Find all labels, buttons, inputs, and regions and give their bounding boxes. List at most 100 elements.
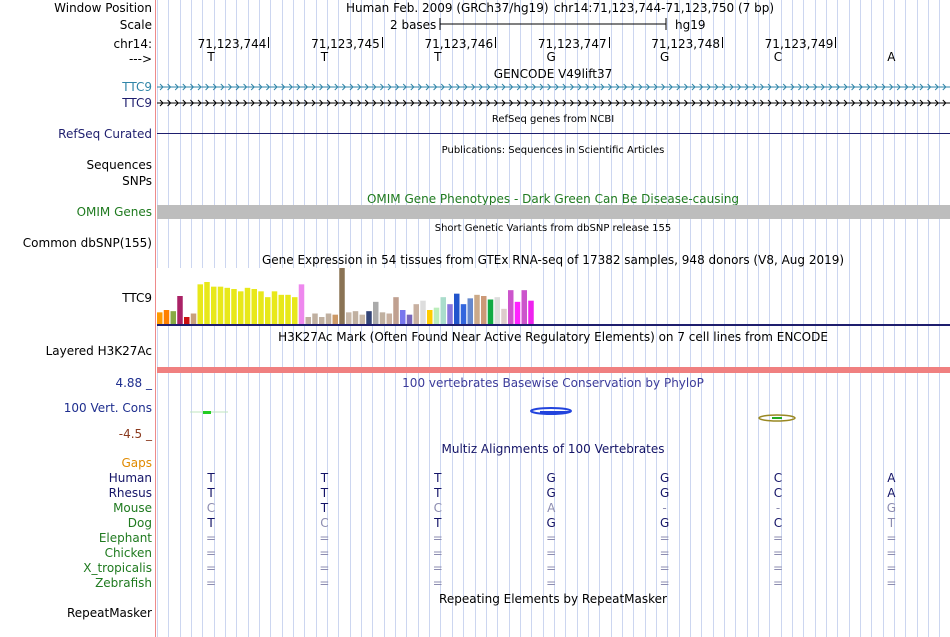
gtex-tissue-bar[interactable] (400, 310, 406, 324)
grid-line (543, 0, 544, 637)
gtex-tissue-bar[interactable] (514, 301, 521, 324)
alignment-base: = (886, 546, 897, 560)
gtex-tissue-bar[interactable] (244, 287, 251, 324)
gtex-tissue-bar[interactable] (460, 304, 467, 324)
gtex-tissue-bar[interactable] (359, 314, 366, 324)
gtex-tissue-bar[interactable] (238, 291, 244, 324)
track-label-repeatmasker[interactable]: RepeatMasker (66, 606, 152, 620)
gtex-tissue-bar[interactable] (184, 317, 190, 324)
gtex-tissue-bar[interactable] (305, 317, 312, 324)
gtex-tissue-bar[interactable] (352, 311, 359, 324)
grid-line (554, 0, 555, 637)
alignment-base: A (887, 486, 896, 500)
gtex-tissue-bar[interactable] (251, 289, 258, 324)
gtex-tissue-bar[interactable] (420, 300, 426, 324)
gtex-tissue-bar[interactable] (292, 297, 298, 324)
gtex-tissue-bar[interactable] (501, 308, 507, 324)
track-label-dbsnp[interactable]: Common dbSNP(155) (22, 236, 152, 250)
gtex-tissue-bar[interactable] (440, 297, 447, 324)
gtex-tissue-bar[interactable] (454, 293, 460, 324)
track-label-gtex[interactable]: TTC9 (122, 291, 152, 305)
gtex-tissue-bar[interactable] (528, 300, 534, 324)
omim-title: OMIM Gene Phenotypes - Dark Green Can Be… (366, 192, 740, 206)
gtex-tissue-bar[interactable] (413, 304, 420, 324)
gtex-tissue-bar[interactable] (325, 313, 332, 325)
species-label-zebrafish[interactable]: Zebrafish (95, 576, 152, 590)
track-label-h3k27ac[interactable]: Layered H3K27Ac (45, 344, 152, 358)
phylop-title: 100 vertebrates Basewise Conservation by… (402, 376, 704, 390)
track-label-ttc9-gencode-1[interactable]: TTC9 (122, 80, 152, 94)
track-label-snps[interactable]: SNPs (122, 174, 152, 188)
alignment-base: C (773, 471, 783, 485)
ruler-tick (835, 37, 837, 48)
grid-line (747, 0, 748, 637)
reference-base: T (320, 50, 329, 64)
gtex-tissue-bar[interactable] (474, 294, 480, 324)
species-label-elephant[interactable]: Elephant (98, 531, 152, 545)
gtex-tissue-bar[interactable] (319, 317, 325, 324)
track-label-omim[interactable]: OMIM Genes (76, 205, 152, 219)
gtex-tissue-bar[interactable] (197, 284, 204, 324)
gtex-tissue-bar[interactable] (224, 287, 231, 324)
track-label-refseq[interactable]: RefSeq Curated (58, 127, 152, 141)
grid-line (837, 0, 838, 637)
gtex-tissue-bar[interactable] (346, 312, 352, 324)
track-label-ttc9-gencode-2[interactable]: TTC9 (122, 96, 152, 110)
gtex-tissue-bar[interactable] (494, 297, 501, 324)
omim-bar[interactable] (157, 205, 950, 219)
gtex-tissue-bar[interactable] (508, 290, 514, 324)
gtex-tissue-bar[interactable] (217, 286, 224, 324)
gtex-tissue-bar[interactable] (427, 310, 433, 324)
gtex-tissue-bar[interactable] (393, 297, 399, 324)
gtex-tissue-bar[interactable] (487, 299, 494, 325)
gtex-tissue-bar[interactable] (285, 294, 291, 324)
gtex-tissue-bar[interactable] (373, 301, 379, 324)
gtex-tissue-bar[interactable] (339, 268, 345, 324)
track-label-sequences[interactable]: Sequences (86, 158, 152, 172)
gtex-tissue-bar[interactable] (312, 313, 318, 325)
grid-line (905, 0, 906, 637)
gtex-tissue-bar[interactable] (278, 294, 285, 324)
gtex-tissue-bar[interactable] (379, 312, 386, 324)
alignment-base: T (320, 486, 329, 500)
gtex-tissue-bar[interactable] (170, 311, 177, 324)
gtex-tissue-bar[interactable] (157, 312, 163, 324)
species-label-rhesus[interactable]: Rhesus (108, 486, 152, 500)
gtex-tissue-bar[interactable] (271, 291, 278, 324)
gtex-tissue-bar[interactable] (211, 286, 217, 324)
species-label-mouse[interactable]: Mouse (113, 501, 152, 515)
gtex-tissue-bar[interactable] (467, 298, 474, 324)
species-label-dog[interactable]: Dog (127, 516, 152, 530)
gtex-tissue-bar[interactable] (265, 297, 271, 324)
gtex-tissue-bar[interactable] (433, 307, 440, 324)
gtex-tissue-bar[interactable] (447, 304, 453, 324)
gtex-tissue-bar[interactable] (190, 313, 197, 325)
gtex-tissue-bar[interactable] (258, 291, 264, 324)
grid-line (713, 0, 714, 637)
gtex-tissue-bar[interactable] (386, 313, 393, 325)
alignment-base: T (434, 486, 442, 500)
species-label-human[interactable]: Human (108, 471, 152, 485)
species-label-x_tropicalis[interactable]: X_tropicalis (83, 561, 152, 575)
track-label-cons[interactable]: 100 Vert. Cons (63, 401, 152, 415)
grid-line (803, 0, 804, 637)
gtex-tissue-bar[interactable] (231, 289, 237, 324)
alignment-base: = (319, 546, 330, 560)
refseq-gene-line[interactable] (157, 133, 950, 134)
gtex-tissue-bar[interactable] (481, 296, 487, 324)
species-label-chicken[interactable]: Chicken (104, 546, 152, 560)
gtex-tissue-bar[interactable] (177, 296, 183, 324)
gtex-tissue-bar[interactable] (204, 282, 210, 324)
gtex-tissue-bar[interactable] (366, 311, 372, 324)
strand-arrow-label: ---> (128, 52, 152, 66)
gtex-tissue-bar[interactable] (332, 314, 339, 324)
alignment-base: = (772, 576, 784, 590)
gtex-tissue-bar[interactable] (406, 314, 413, 324)
gtex-tissue-bar[interactable] (298, 284, 305, 324)
gtex-tissue-bar[interactable] (521, 290, 528, 324)
h3k27ac-bar[interactable] (157, 367, 950, 373)
gtex-tissue-bar[interactable] (163, 310, 170, 324)
